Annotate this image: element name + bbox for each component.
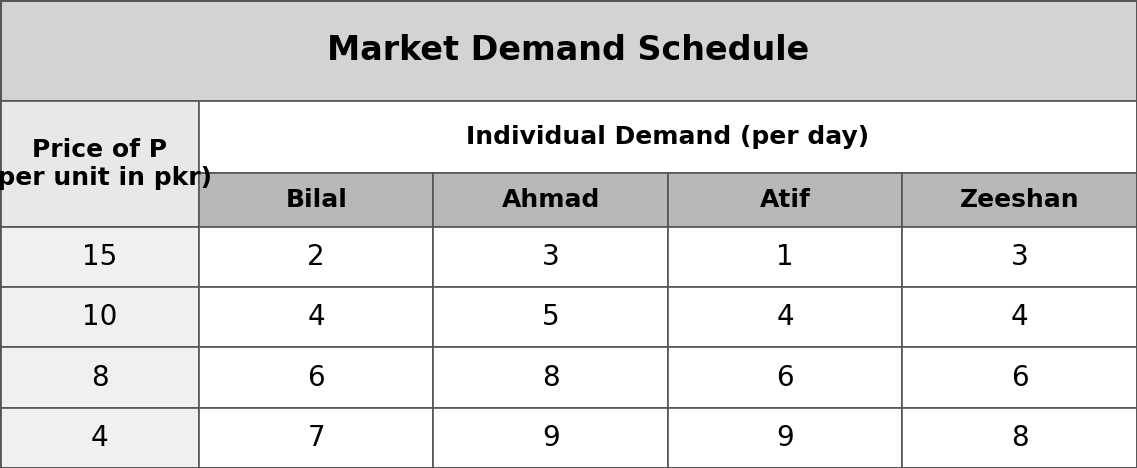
Text: 7: 7	[307, 424, 325, 452]
Text: 2: 2	[307, 243, 325, 271]
Text: Market Demand Schedule: Market Demand Schedule	[327, 34, 810, 67]
Text: Ahmad: Ahmad	[501, 188, 600, 212]
Text: Bilal: Bilal	[285, 188, 347, 212]
Bar	[199, 408, 433, 468]
Text: 10: 10	[82, 303, 117, 331]
Bar	[0, 347, 199, 408]
Bar	[669, 227, 903, 287]
Bar	[669, 408, 903, 468]
Text: Atif: Atif	[760, 188, 811, 212]
Bar	[0, 0, 1137, 101]
Bar	[433, 408, 669, 468]
Bar	[0, 101, 199, 227]
Bar	[903, 287, 1137, 347]
Text: 9: 9	[542, 424, 559, 452]
Bar	[433, 227, 669, 287]
Text: 1: 1	[777, 243, 794, 271]
Bar	[0, 408, 199, 468]
Bar	[199, 227, 433, 287]
Text: 9: 9	[777, 424, 794, 452]
Text: 3: 3	[542, 243, 559, 271]
Bar	[199, 173, 433, 227]
Bar	[433, 173, 669, 227]
Text: 8: 8	[542, 364, 559, 392]
Text: Price of P
(per unit in pkr): Price of P (per unit in pkr)	[0, 138, 213, 190]
Bar	[433, 347, 669, 408]
Bar	[669, 173, 903, 227]
Text: Individual Demand (per day): Individual Demand (per day)	[466, 125, 870, 149]
Text: 6: 6	[777, 364, 794, 392]
Bar	[903, 227, 1137, 287]
Bar	[903, 408, 1137, 468]
Text: 6: 6	[1011, 364, 1029, 392]
Bar	[199, 101, 1137, 173]
Text: 8: 8	[91, 364, 108, 392]
Bar	[669, 287, 903, 347]
Bar	[903, 347, 1137, 408]
Bar	[199, 347, 433, 408]
Bar	[669, 347, 903, 408]
Bar	[903, 173, 1137, 227]
Bar	[0, 227, 199, 287]
Text: 3: 3	[1011, 243, 1029, 271]
Text: 4: 4	[91, 424, 108, 452]
Text: 4: 4	[777, 303, 794, 331]
Bar	[0, 287, 199, 347]
Text: 4: 4	[1011, 303, 1029, 331]
Text: 15: 15	[82, 243, 117, 271]
Text: Zeeshan: Zeeshan	[960, 188, 1079, 212]
Text: 8: 8	[1011, 424, 1029, 452]
Bar	[433, 287, 669, 347]
Text: 6: 6	[307, 364, 325, 392]
Text: 5: 5	[542, 303, 559, 331]
Text: 4: 4	[307, 303, 325, 331]
Bar	[199, 287, 433, 347]
